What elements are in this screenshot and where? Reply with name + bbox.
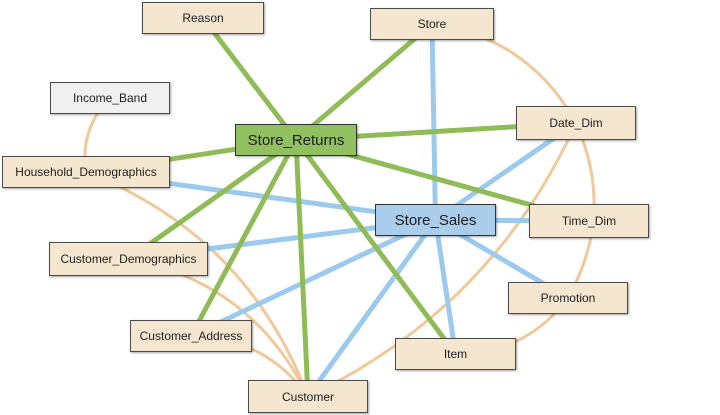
node-date-dim[interactable]: Date_Dim (516, 106, 636, 140)
node-time-dim[interactable]: Time_Dim (529, 204, 649, 238)
node-reason[interactable]: Reason (142, 2, 264, 34)
edge-store-returns-customer-demographics (126, 137, 299, 262)
node-household-demographics[interactable]: Household_Demographics (2, 156, 170, 188)
edge-store-returns-store (293, 21, 435, 143)
edge-household-demographics-customer (84, 170, 310, 398)
node-promotion[interactable]: Promotion (508, 282, 628, 314)
edge-store-returns-item (293, 137, 458, 357)
edge-store-returns-customer-address (188, 137, 299, 339)
node-customer-demographics[interactable]: Customer_Demographics (49, 242, 208, 276)
edge-store-returns-customer (293, 137, 311, 399)
edge-store-sales-item (433, 217, 458, 357)
node-customer-address[interactable]: Customer_Address (130, 320, 252, 352)
node-store-sales[interactable]: Store_Sales (375, 204, 496, 236)
node-store[interactable]: Store (370, 8, 494, 40)
edge-store-sales-customer-address (188, 217, 438, 339)
edge-store-sales-customer (305, 217, 438, 399)
edge-date-dim-customer (306, 121, 578, 398)
node-income-band[interactable]: Income_Band (50, 82, 170, 114)
node-item[interactable]: Item (395, 338, 516, 370)
edge-store-sales-store (429, 21, 438, 223)
node-customer[interactable]: Customer (248, 380, 368, 413)
edge-store-returns-reason (200, 15, 299, 143)
node-store-returns[interactable]: Store_Returns (235, 124, 357, 156)
